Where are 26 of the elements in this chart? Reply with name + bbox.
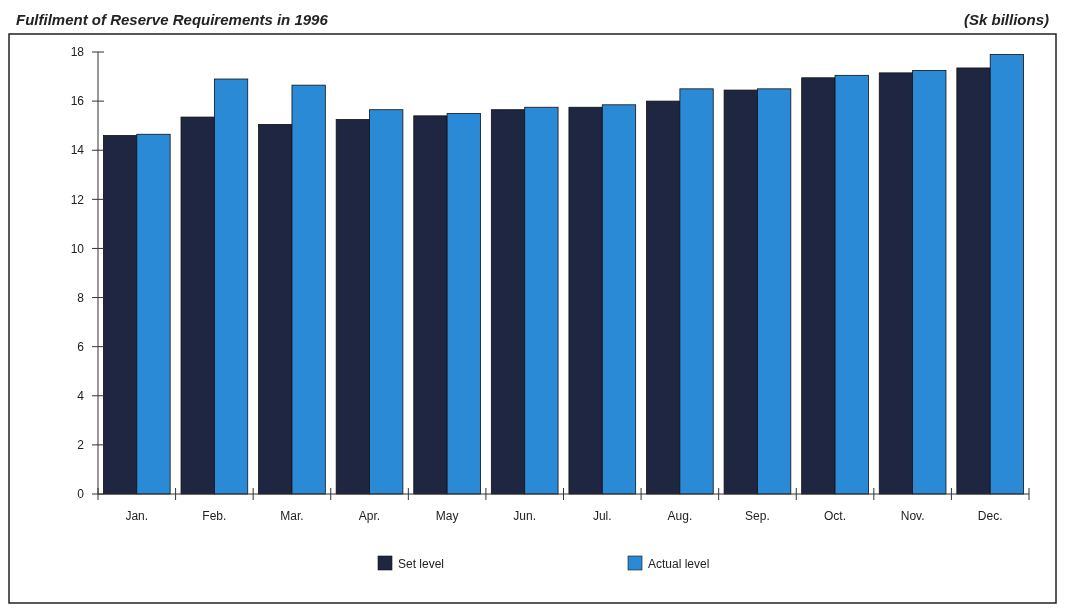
y-tick-label: 8 — [77, 290, 85, 305]
x-tick-label: May — [435, 509, 459, 523]
y-tick-label: 16 — [70, 94, 85, 109]
x-tick-label: Feb. — [202, 509, 227, 523]
legend-label: Actual level — [648, 557, 710, 572]
y-tick-label: 14 — [70, 143, 85, 158]
y-tick-label: 4 — [77, 388, 85, 403]
x-tick-label: Sep. — [745, 509, 770, 523]
x-tick-label: Mar. — [280, 509, 304, 523]
x-tick-label: Apr. — [358, 509, 381, 523]
chart-subtitle: (Sk billions) — [963, 11, 1049, 28]
x-tick-label: Jul. — [592, 509, 612, 523]
x-tick-label: Oct. — [824, 509, 847, 523]
y-tick-label: 10 — [70, 241, 85, 256]
chart-title: Fulfilment of Reserve Requirements in 1996 — [16, 11, 329, 28]
x-tick-label: Jan. — [125, 509, 149, 523]
y-tick-label: 6 — [77, 339, 85, 354]
x-tick-label: Aug. — [667, 509, 693, 523]
x-tick-label: Jun. — [513, 509, 537, 523]
legend-label: Set level — [398, 557, 445, 572]
y-tick-label: 12 — [70, 192, 85, 207]
y-tick-label: 0 — [77, 487, 85, 502]
y-tick-label: 18 — [70, 45, 85, 60]
y-tick-label: 2 — [77, 438, 85, 453]
x-tick-label: Nov. — [900, 509, 925, 523]
x-tick-label: Dec. — [977, 509, 1003, 523]
